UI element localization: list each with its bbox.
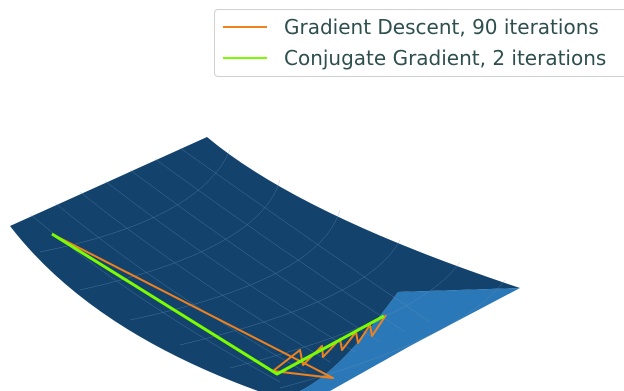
legend-label-conjugate-gradient: Conjugate Gradient, 2 iterations [284,46,607,70]
legend-label-gradient-descent: Gradient Descent, 90 iterations [284,15,599,39]
legend: Gradient Descent, 90 iterations Conjugat… [214,9,624,77]
conjugate-gradient-path [51,232,385,376]
legend-swatch-gradient-descent [223,26,267,28]
legend-swatch-conjugate-gradient [223,57,267,59]
gradient-descent-path [51,233,387,379]
legend-entry-gradient-descent: Gradient Descent, 90 iterations [215,12,624,42]
legend-entry-conjugate-gradient: Conjugate Gradient, 2 iterations [215,43,624,73]
surface-dark-region [10,137,520,391]
